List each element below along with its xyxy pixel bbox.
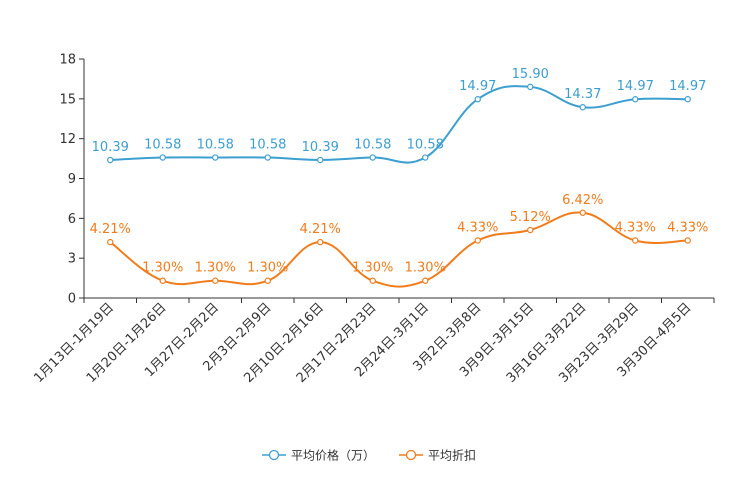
legend-marker-icon (405, 449, 417, 461)
data-point[interactable] (474, 237, 481, 244)
data-label: 4.33% (667, 221, 708, 236)
data-point[interactable] (422, 277, 429, 284)
data-label: 14.37 (564, 87, 601, 102)
data-point[interactable] (264, 277, 271, 284)
data-label: 14.97 (459, 79, 496, 94)
data-label: 4.21% (90, 222, 131, 237)
data-point[interactable] (317, 156, 324, 164)
chart-series (107, 83, 691, 288)
data-label: 4.33% (457, 221, 498, 236)
data-point[interactable] (684, 237, 691, 244)
data-point[interactable] (107, 156, 114, 164)
data-point[interactable] (579, 209, 586, 216)
data-label: 15.90 (512, 67, 549, 82)
data-label: 4.21% (300, 222, 341, 237)
data-label: 4.33% (615, 221, 656, 236)
series-line-1 (109, 211, 688, 288)
data-point[interactable] (264, 154, 271, 161)
data-point[interactable] (317, 238, 324, 246)
data-point[interactable] (369, 154, 376, 161)
data-point[interactable] (212, 154, 219, 161)
data-label: 10.58 (354, 138, 391, 153)
chart-data-labels: 10.39 10.58 10.58 10.58 10.39 10.58 10.58 14.97… (90, 67, 709, 276)
data-point[interactable] (474, 96, 481, 103)
data-label: 5.12% (510, 210, 551, 225)
data-point[interactable] (527, 226, 534, 234)
legend-label: 平均折扣 (428, 448, 476, 463)
legend-item-1[interactable]: 平均折扣 (399, 448, 476, 463)
chart-axes: 03691215181月13日-1月19日1月20日-1月26日1月27日-2月… (31, 53, 715, 386)
legend-label: 平均价格（万） (291, 448, 375, 463)
y-tick-label: 3 (68, 252, 76, 267)
y-tick-label: 9 (68, 172, 76, 187)
data-point[interactable] (159, 277, 166, 284)
data-label: 14.97 (617, 79, 654, 94)
data-label: 14.97 (669, 79, 706, 94)
data-label: 10.58 (144, 138, 181, 153)
data-label: 10.39 (92, 140, 129, 155)
data-label: 1.30% (195, 261, 236, 276)
data-label: 1.30% (405, 261, 446, 276)
y-tick-label: 0 (68, 292, 76, 307)
data-point[interactable] (632, 237, 639, 244)
data-label: 10.39 (302, 140, 339, 155)
y-tick-label: 6 (68, 212, 76, 227)
data-point[interactable] (684, 96, 691, 103)
data-label: 10.58 (249, 138, 286, 153)
data-point[interactable] (632, 96, 639, 103)
data-label: 6.42% (562, 193, 603, 208)
data-point[interactable] (579, 103, 586, 111)
y-tick-label: 12 (59, 132, 76, 147)
data-point[interactable] (422, 154, 429, 161)
data-point[interactable] (369, 277, 376, 284)
data-label: 10.58 (407, 138, 444, 153)
data-label: 1.30% (247, 261, 288, 276)
chart-legend[interactable]: 平均价格（万） 平均折扣 (262, 448, 476, 463)
y-tick-label: 18 (59, 53, 76, 68)
data-label: 10.58 (197, 138, 234, 153)
legend-item-0[interactable]: 平均价格（万） (262, 448, 375, 463)
data-point[interactable] (527, 83, 534, 91)
data-point[interactable] (107, 238, 114, 246)
data-label: 1.30% (142, 261, 183, 276)
legend-marker-icon (268, 449, 280, 461)
data-point[interactable] (212, 277, 219, 284)
data-label: 1.30% (352, 261, 393, 276)
data-point[interactable] (159, 154, 166, 161)
y-tick-label: 15 (59, 92, 76, 107)
